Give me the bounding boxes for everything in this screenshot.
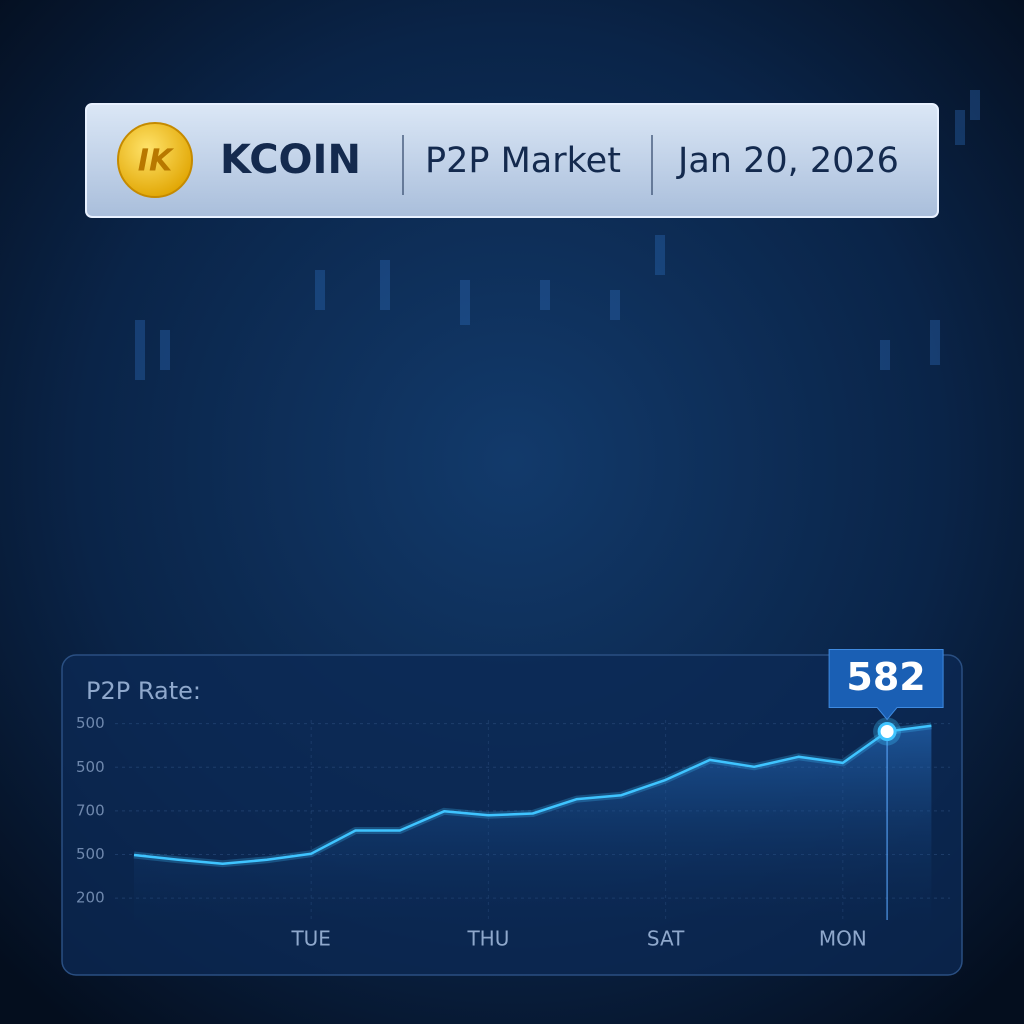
y-tick-label: 200: [76, 889, 105, 907]
y-tick-label: 500: [76, 714, 105, 732]
header-card: [85, 103, 939, 218]
area: [134, 725, 932, 920]
y-tick-label: 500: [76, 845, 105, 863]
x-tick-label: TUE: [290, 927, 331, 951]
decor-candles: [135, 90, 980, 380]
y-tick-label: 500: [76, 758, 105, 776]
coin-logo: [117, 122, 193, 198]
y-tick-label: 700: [76, 801, 105, 819]
callout-box: [828, 648, 944, 721]
section: P2P Market: [425, 141, 621, 181]
date: Jan 20, 2026: [676, 141, 899, 181]
x-tick-label: MON: [819, 927, 867, 951]
chart-title: P2P Rate:: [86, 677, 201, 705]
brand: KCOIN: [220, 137, 361, 183]
x-tick-label: THU: [466, 927, 509, 951]
callout-value: 582: [846, 655, 925, 699]
logo-text: IK: [138, 144, 175, 179]
x-tick-label: SAT: [647, 927, 685, 951]
line: [133, 724, 932, 865]
focus-point: [877, 721, 897, 741]
